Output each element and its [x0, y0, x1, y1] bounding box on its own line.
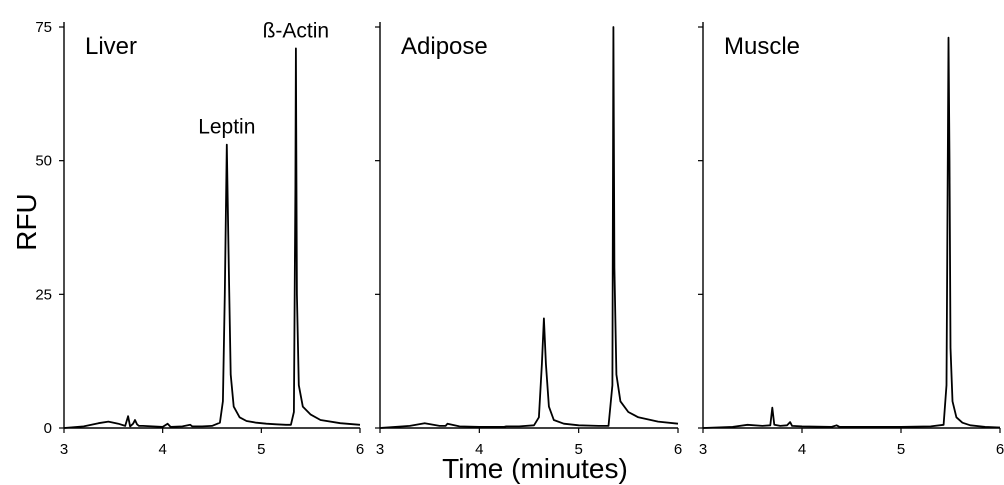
x-tick-label: 3	[699, 441, 707, 458]
x-tick-label: 6	[996, 441, 1004, 458]
y-axis-title: RFU	[11, 193, 42, 251]
chart-panels: 3 4 5 6 Liver Leptin ß-Actin 3 4 5 6 Adipose 3 4 5 6 Mus…	[59, 19, 1004, 458]
panel-title: Liver	[85, 33, 137, 60]
y-tick-label: 0	[44, 420, 52, 437]
panel-liver: 3 4 5 6 Liver Leptin ß-Actin	[59, 19, 364, 458]
trace-line	[702, 36, 1001, 429]
x-tick-label: 5	[574, 441, 582, 458]
x-tick-label: 3	[60, 441, 68, 458]
panel-adipose: 3 4 5 6 Adipose	[375, 22, 682, 458]
x-tick-label: 4	[158, 441, 166, 458]
trace-line	[379, 26, 679, 429]
panel-muscle: 3 4 5 6 Muscle	[698, 22, 1004, 458]
x-tick-label: 3	[376, 441, 384, 458]
x-tick-label: 5	[257, 441, 265, 458]
y-tick-label: 75	[35, 19, 52, 36]
peak-label: Leptin	[198, 116, 255, 139]
peak-label: ß-Actin	[263, 19, 330, 42]
x-tick-label: 5	[897, 441, 905, 458]
x-tick-label: 4	[798, 441, 806, 458]
y-tick-label: 50	[35, 153, 52, 170]
x-tick-label: 4	[475, 441, 483, 458]
x-tick-label: 6	[674, 441, 682, 458]
panel-title: Muscle	[724, 33, 800, 60]
x-tick-label: 6	[356, 441, 364, 458]
y-axis: 0 25 50 75	[35, 19, 52, 437]
y-tick-label: 25	[35, 286, 52, 303]
trace-line	[63, 47, 361, 429]
panel-title: Adipose	[401, 33, 488, 60]
x-axis-title: Time (minutes)	[442, 453, 628, 484]
